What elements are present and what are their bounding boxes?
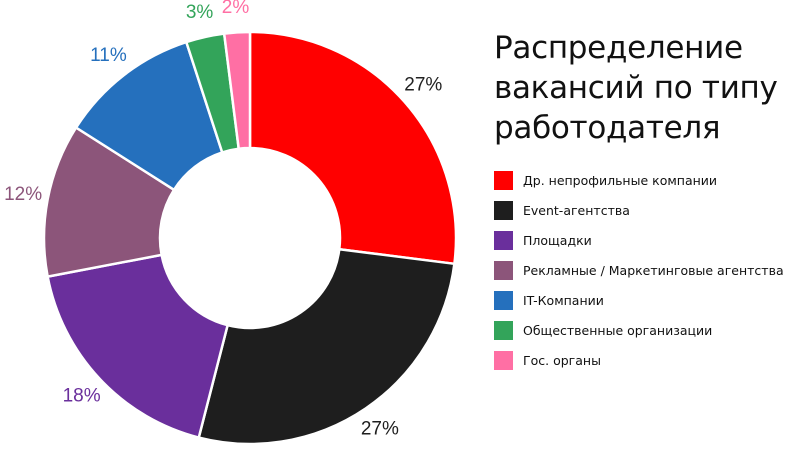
legend-item: Event-агентства (494, 195, 784, 225)
legend-item: Др. непрофильные компании (494, 165, 784, 195)
legend-item: Площадки (494, 225, 784, 255)
percent-label: 3% (186, 2, 214, 23)
percent-label: 12% (4, 184, 42, 205)
legend-label: Рекламные / Маркетинговые агентства (523, 262, 784, 278)
legend-label: Др. непрофильные компании (523, 172, 718, 188)
chart-title-line-2: вакансий по типу (494, 70, 778, 106)
legend-item: IT-Компании (494, 285, 784, 315)
percent-label: 27% (361, 419, 399, 440)
legend-item: Общественные организации (494, 315, 784, 345)
legend-item: Гос. органы (494, 345, 784, 375)
donut-slice (46, 253, 229, 439)
legend-item: Рекламные / Маркетинговые агентства (494, 255, 784, 285)
chart-title-line-1: Распределение (494, 30, 743, 66)
legend-label: IT-Компании (523, 292, 604, 308)
percent-label: 2% (222, 0, 250, 18)
legend-swatch (494, 260, 513, 280)
donut-slice (197, 248, 456, 446)
legend-swatch (494, 200, 513, 220)
percent-labels: 27% 27% 18% 12% 11% 3% 2% (4, 0, 442, 440)
percent-label: 27% (404, 75, 442, 96)
legend-label: Площадки (523, 232, 592, 248)
legend-label: Общественные организации (523, 322, 713, 338)
donut-slices (42, 30, 458, 446)
legend-swatch (494, 350, 513, 370)
legend-label: Event-агентства (523, 202, 630, 218)
legend-label: Гос. органы (523, 352, 601, 368)
chart-title-line-3: работодателя (494, 110, 721, 146)
percent-label: 18% (63, 386, 101, 407)
percent-label: 11% (90, 45, 127, 66)
legend-swatch (494, 290, 513, 310)
chart-legend: Др. непрофильные компании Event-агентств… (494, 165, 784, 375)
donut-slice (248, 30, 458, 266)
donut-slice (222, 30, 252, 150)
legend-swatch (494, 170, 513, 190)
legend-swatch (494, 320, 513, 340)
legend-swatch (494, 230, 513, 250)
chart-title: Распределение вакансий по типу работодат… (494, 28, 794, 148)
